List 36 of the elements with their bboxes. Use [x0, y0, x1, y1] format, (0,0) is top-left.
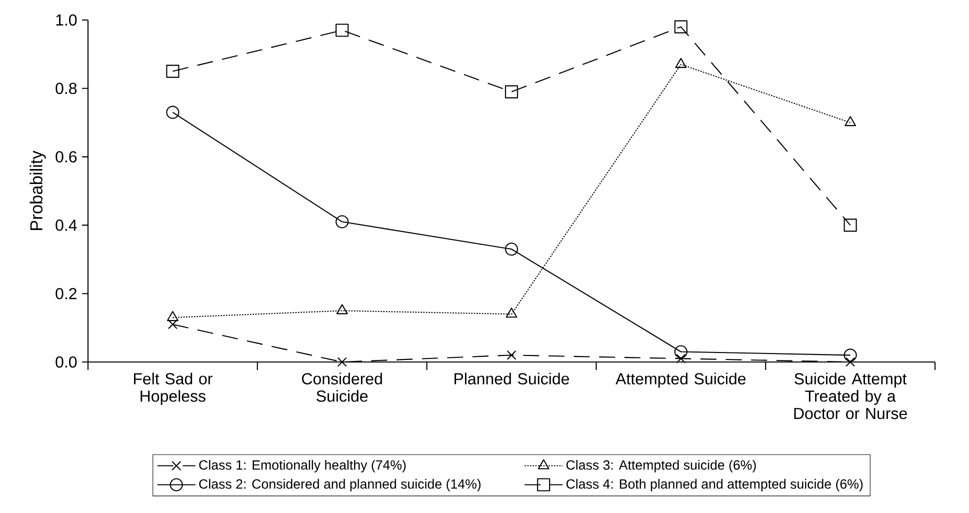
x-tick-label: Felt Sad or Hopeless — [134, 372, 212, 405]
point — [844, 348, 857, 362]
point — [675, 58, 687, 68]
x-tick-label: Attempted Suicide — [616, 372, 746, 388]
y-tick-label: 0.6 — [56, 151, 77, 162]
point — [166, 64, 180, 78]
point — [506, 350, 516, 360]
point — [336, 215, 349, 228]
legend-label: Class 3: Attempted suicide (6%) — [566, 460, 756, 472]
point — [166, 106, 180, 119]
y-tick-label: 0.0 — [56, 356, 77, 368]
point — [336, 304, 348, 314]
point — [844, 218, 857, 232]
point — [676, 354, 686, 364]
x-tick-label: Considered Suicide — [302, 372, 382, 402]
y-tick-label: 0.2 — [56, 288, 76, 300]
y-tick-label: 1.0 — [56, 14, 77, 26]
y-axis-title: Probability — [30, 150, 46, 230]
point — [674, 20, 688, 34]
legend-label: Class 2: Considered and planned suicide (14%) — [199, 478, 481, 492]
point — [506, 308, 518, 318]
point — [336, 24, 349, 37]
point — [166, 311, 178, 322]
point — [504, 242, 518, 256]
point — [846, 357, 856, 367]
x-tick-label: Suicide Attempt Treated by a Doctor or Nurse — [794, 372, 907, 420]
y-tick-label: 0.8 — [56, 82, 77, 94]
point — [674, 345, 688, 358]
legend-label: Class 4: Both planned and attempted suicide (6%) — [566, 478, 863, 492]
point — [504, 85, 518, 98]
legend-label: Class 1: Emotionally healthy (74%) — [199, 460, 406, 472]
point — [844, 116, 856, 126]
point — [168, 320, 178, 330]
x-tick-label: Planned Suicide — [454, 372, 570, 384]
point — [337, 357, 347, 367]
y-tick-label: 0.4 — [56, 220, 77, 231]
